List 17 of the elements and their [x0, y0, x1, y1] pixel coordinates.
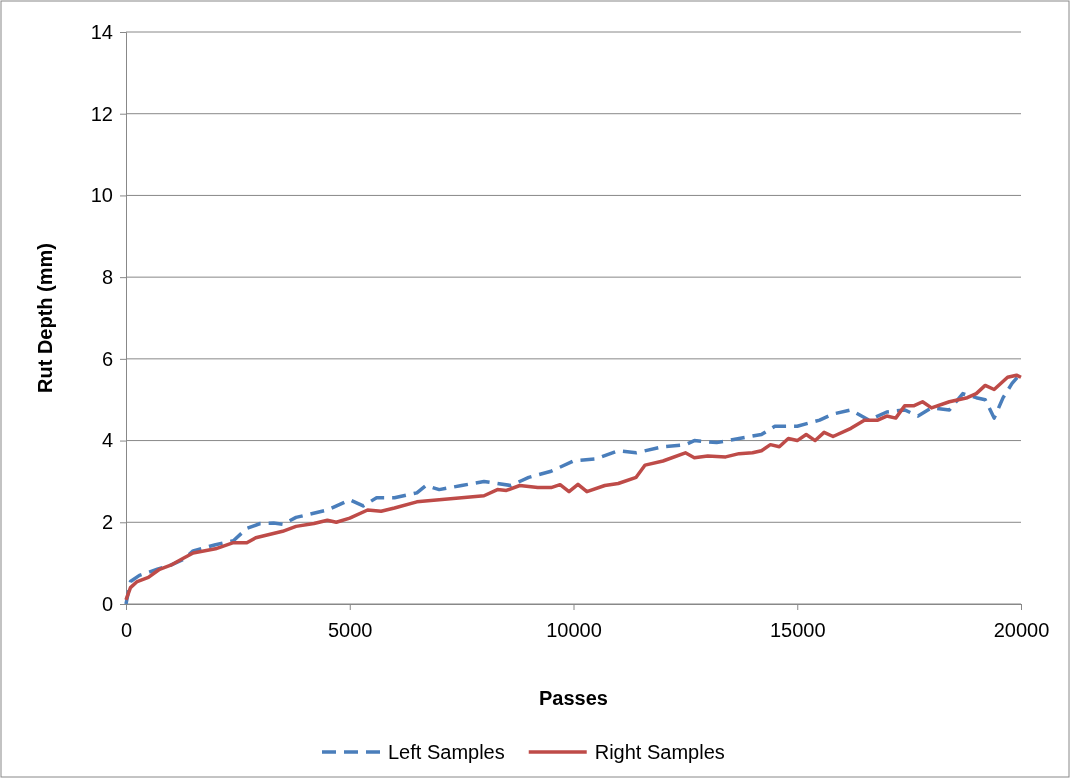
y-tick-label: 0 — [101, 592, 113, 615]
y-tick-label: 4 — [101, 429, 113, 452]
x-tick-label: 20000 — [993, 619, 1050, 641]
y-axis-title: Rut Depth (mm) — [34, 243, 56, 393]
y-tick-label: 6 — [101, 347, 113, 370]
x-axis-title: Passes — [539, 687, 608, 709]
y-tick-label: 14 — [90, 20, 113, 43]
y-tick-label: 12 — [90, 102, 113, 125]
y-tick-label: 8 — [101, 266, 113, 289]
y-tick-label: 10 — [90, 184, 113, 207]
y-tick-label: 2 — [101, 511, 113, 534]
legend-label: Right Samples — [594, 741, 725, 763]
x-tick-label: 10000 — [546, 619, 602, 641]
x-tick-label: 0 — [120, 619, 133, 641]
x-tick-label: 15000 — [769, 619, 826, 641]
legend-label: Left Samples — [388, 741, 505, 763]
x-tick-label: 5000 — [328, 619, 373, 641]
